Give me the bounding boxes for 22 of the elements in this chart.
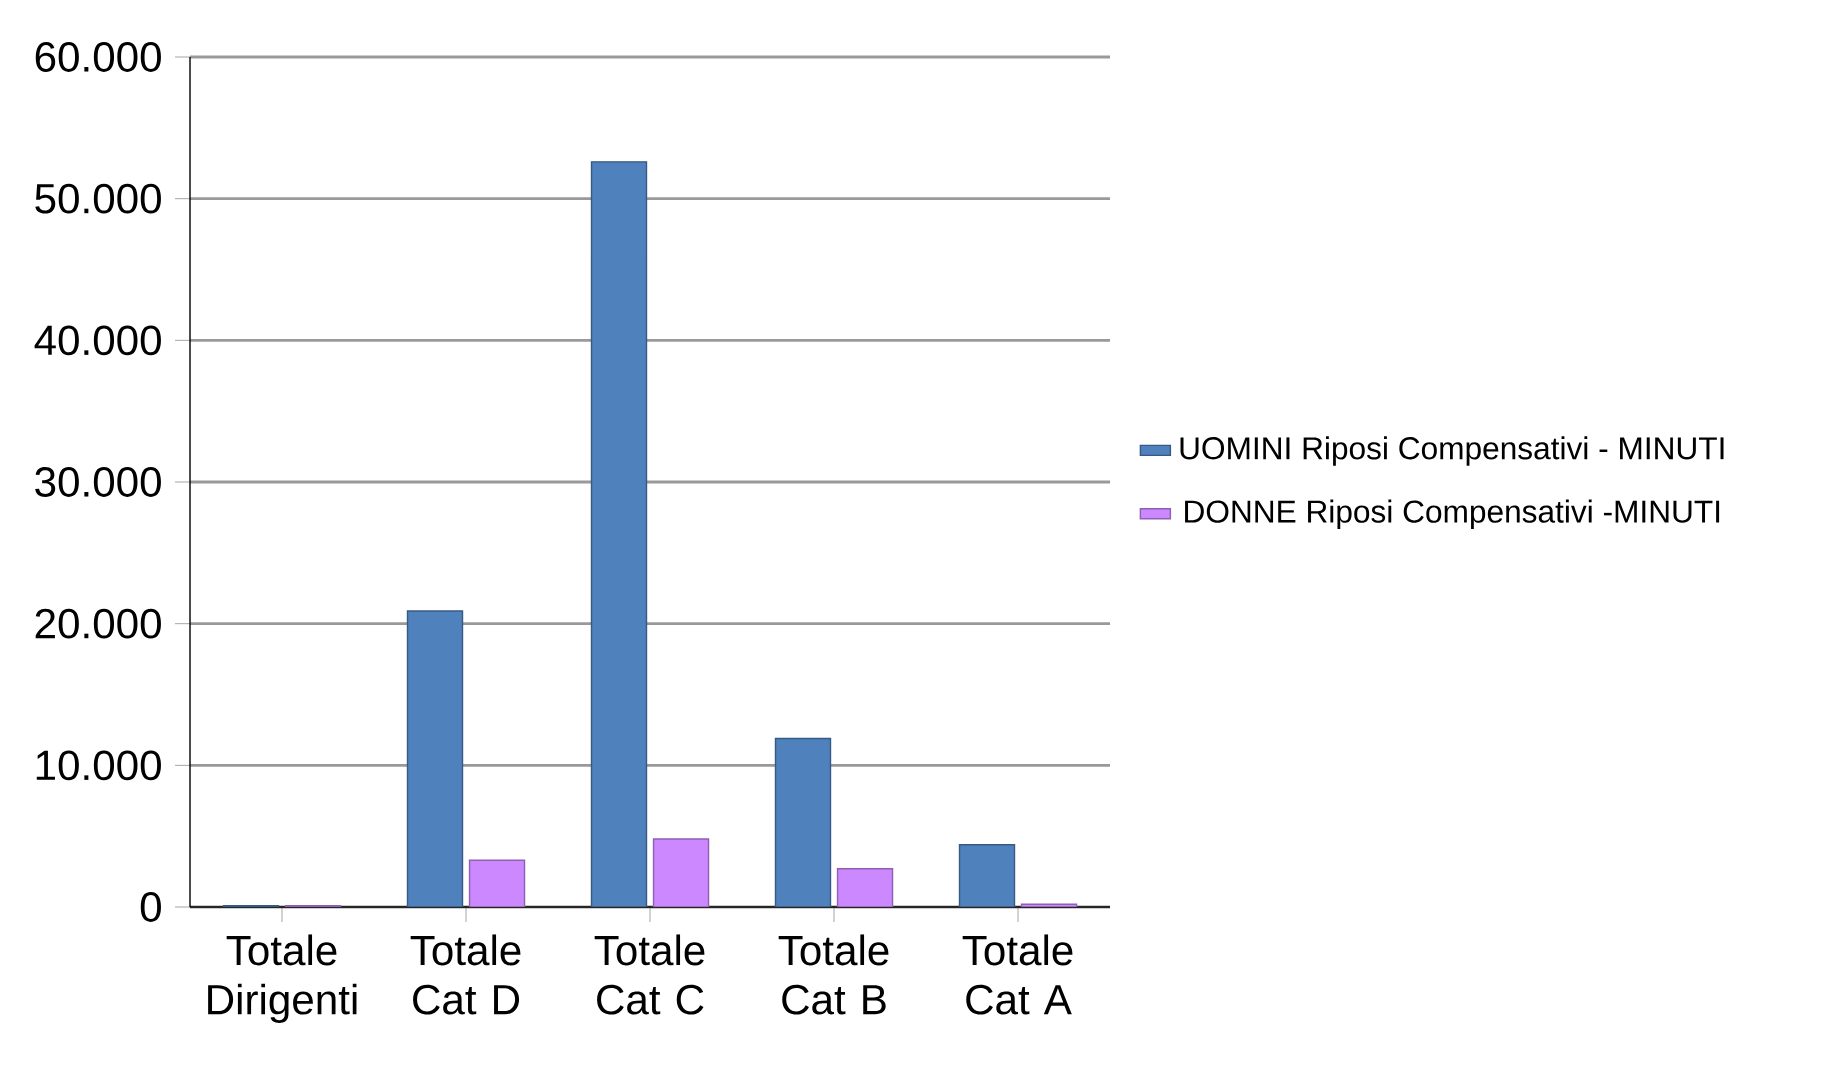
x-tick-label: Totale Dirigenti [208,934,357,1023]
y-tick-label: 0 [140,892,161,922]
y-tick-label: 60.000 [35,42,161,72]
y-tick-label: 30.000 [35,467,161,497]
bar [406,610,464,908]
x-tick-label: Totale Cat D [410,934,521,1015]
x-tick-label: Totale Cat A [962,934,1073,1015]
y-tick-label: 40.000 [34,325,161,356]
legend-label: UOMINI Riposi Compensativi - MINUTI [1180,436,1724,466]
x-tick-label: Totale Cat B [778,934,889,1015]
bar [468,859,526,908]
bar [1020,903,1078,908]
bar [652,838,710,908]
bar [590,161,648,908]
y-tick-label: 20.000 [35,608,161,639]
y-tick-label: 10.000 [36,750,161,781]
y-tick-label: 50.000 [35,183,161,214]
x-tick-label: Totale Cat C [594,934,705,1015]
bar [774,737,832,908]
bar [836,868,894,908]
bar [958,843,1016,908]
legend-label: DONNE Riposi Compensativi -MINUTI [1185,499,1720,530]
